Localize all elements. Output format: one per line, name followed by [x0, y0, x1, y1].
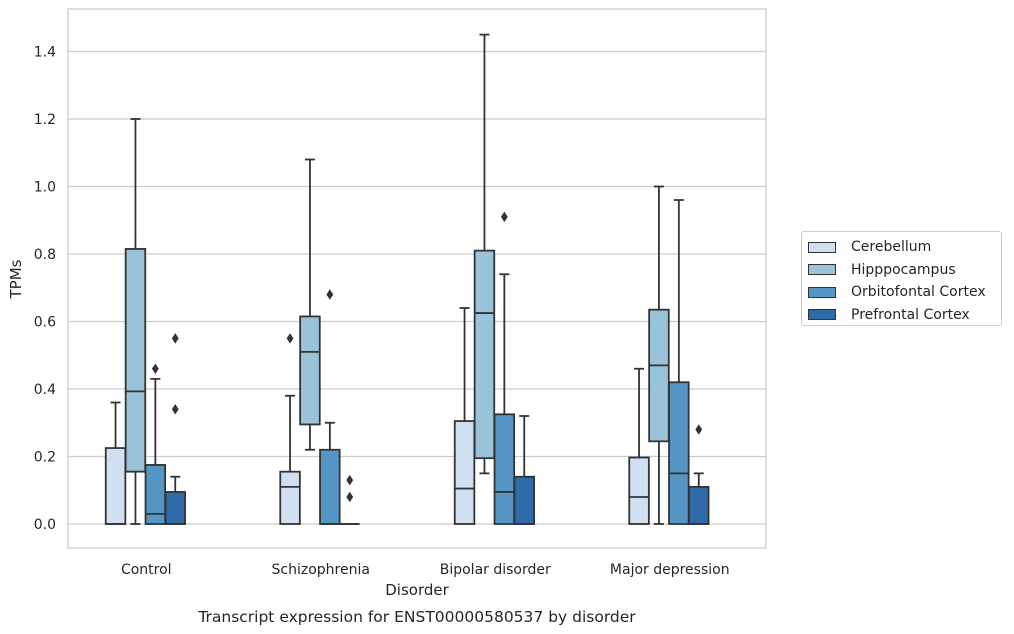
box-prefrontal-cortex	[339, 474, 360, 525]
y-tick-label: 0.6	[34, 315, 56, 331]
legend-label: Orbitofontal Cortex	[851, 284, 986, 301]
outlier-point	[151, 363, 159, 374]
outlier-point	[171, 404, 179, 415]
y-axis-label: TPMs	[7, 259, 25, 299]
box-iqr	[493, 413, 516, 525]
outlier-point	[286, 333, 294, 344]
box-orbitofontal-cortex	[668, 199, 690, 525]
outlier-point	[346, 491, 354, 503]
legend: Cerebellum Hipppocampus Orbitofontal Corte…	[801, 231, 1002, 326]
box-iqr	[279, 470, 301, 525]
outlier-point	[171, 333, 179, 344]
outlier-point	[500, 211, 508, 223]
y-tick-label: 0.4	[34, 382, 56, 398]
box-prefrontal-cortex	[164, 333, 186, 525]
grid-lines	[68, 50, 766, 525]
legend-item: Prefrontal Cortex	[808, 304, 1001, 327]
legend-item: Hipppocampus	[808, 259, 1001, 282]
box-prefrontal-cortex	[688, 424, 710, 525]
box-hipppocampus	[299, 158, 321, 451]
legend-label: Hipppocampus	[851, 261, 956, 278]
chart-title: Transcript expression for ENST0000058053…	[197, 608, 636, 626]
box-iqr	[104, 447, 127, 525]
box-hipppocampus	[124, 118, 147, 525]
outlier-point	[695, 424, 703, 435]
x-tick-labels: Control Schizophrenia Bipolar disorder Majo…	[121, 562, 730, 578]
box-hipppocampus	[473, 33, 496, 475]
legend-swatch	[808, 286, 836, 298]
x-tick-label: Control	[121, 562, 172, 578]
box-iqr	[299, 315, 321, 426]
x-tick-label: Bipolar disorder	[440, 562, 551, 578]
box-cerebellum	[104, 401, 127, 525]
box-orbitofontal-cortex	[493, 211, 516, 525]
box-cerebellum	[279, 333, 301, 525]
box-iqr	[319, 448, 341, 525]
box-hipppocampus	[648, 185, 670, 525]
legend-swatch	[808, 309, 836, 321]
legend-swatch	[808, 264, 836, 276]
legend-item: Orbitofontal Cortex	[808, 281, 1001, 304]
y-tick-label: 0.2	[34, 450, 56, 466]
x-axis-label: Disorder	[385, 581, 449, 599]
box-cerebellum	[628, 367, 650, 525]
box-iqr	[144, 464, 167, 525]
outlier-point	[326, 289, 334, 300]
box-iqr	[648, 308, 670, 443]
x-tick-label: Major depression	[610, 562, 730, 578]
y-tick-label: 0.0	[34, 517, 56, 533]
y-tick-label: 1.0	[34, 180, 56, 196]
box-iqr	[513, 475, 535, 525]
legend-item: Cerebellum	[808, 236, 1001, 259]
y-tick-labels: 0.0 0.2 0.4 0.6 0.8 1.0 1.2 1.4	[34, 45, 56, 534]
box-iqr	[453, 420, 476, 525]
box-iqr	[628, 456, 650, 525]
legend-swatch	[808, 241, 836, 253]
box-orbitofontal-cortex	[144, 363, 167, 525]
y-tick-label: 0.8	[34, 247, 56, 263]
box-orbitofontal-cortex	[319, 289, 341, 525]
box-iqr	[124, 248, 147, 473]
boxes-layer	[104, 33, 710, 525]
box-iqr	[668, 381, 690, 525]
plot-frame	[67, 8, 767, 549]
box-iqr	[688, 485, 710, 525]
y-tick-label: 1.2	[34, 112, 56, 128]
box-cerebellum	[453, 307, 476, 525]
outlier-point	[346, 474, 354, 486]
y-tick-label: 1.4	[34, 45, 56, 61]
x-tick-label: Schizophrenia	[272, 562, 370, 578]
box-iqr	[473, 249, 496, 460]
box-prefrontal-cortex	[513, 415, 535, 525]
legend-label: Cerebellum	[851, 239, 932, 256]
box-iqr	[164, 491, 186, 525]
legend-label: Prefrontal Cortex	[851, 306, 970, 323]
